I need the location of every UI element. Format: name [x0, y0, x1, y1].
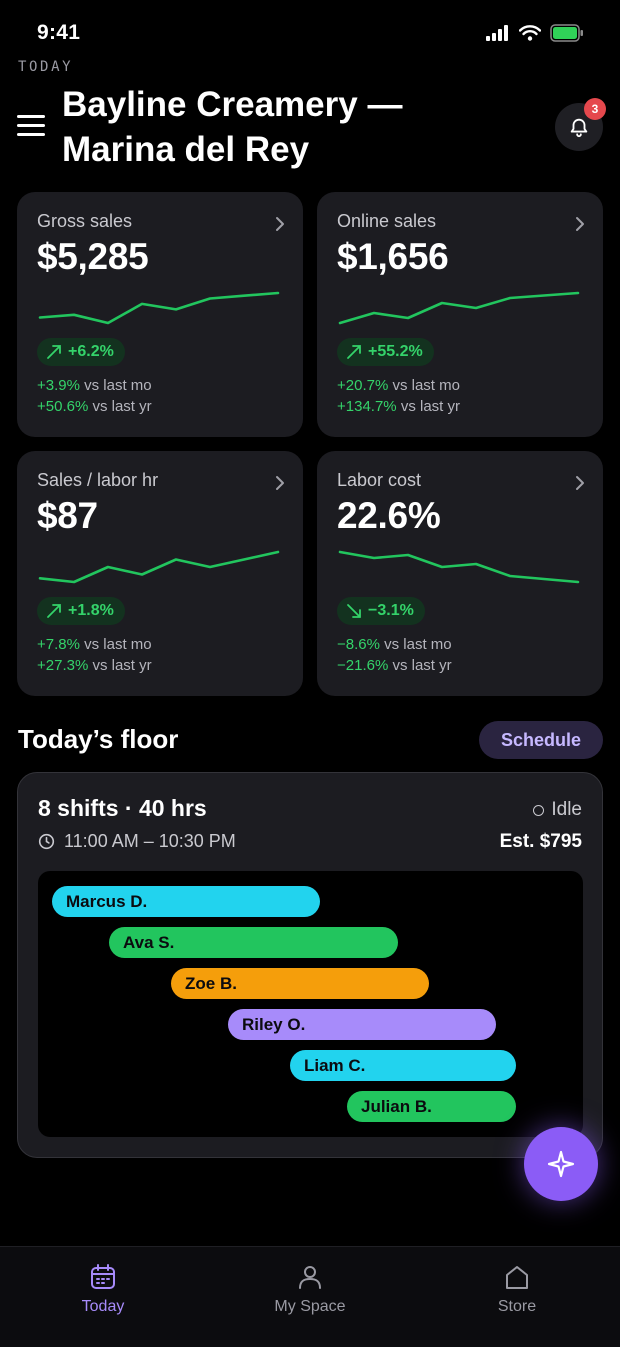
- tab-my-space[interactable]: My Space: [240, 1263, 380, 1316]
- chevron-right-icon: [576, 217, 584, 231]
- shift-timeline: Marcus D. Ava S. Zoe B. Riley O. Liam C.…: [38, 871, 583, 1137]
- metric-value: $87: [37, 495, 98, 536]
- trend-up-icon: [47, 345, 61, 359]
- change-pill: +55.2%: [337, 338, 434, 366]
- change-value: +6.2%: [68, 343, 114, 360]
- hours-text: 11:00 AM – 10:30 PM: [64, 831, 236, 851]
- shift-bar[interactable]: Marcus D.: [52, 886, 320, 917]
- metric-card-labor-cost[interactable]: Labor cost 22.6% −3.1% −8.6% vs last mo …: [317, 451, 603, 696]
- metric-card-online-sales[interactable]: Online sales $1,656 +55.2% +20.7% vs las…: [317, 192, 603, 437]
- sparkle-icon: [547, 1150, 575, 1178]
- change-value: +55.2%: [368, 343, 423, 360]
- vs-last-month: +3.9% vs last mo: [37, 377, 152, 394]
- metric-title: Online sales: [337, 211, 437, 231]
- signal-icon: [486, 25, 508, 41]
- vs-last-month: −8.6% vs last mo: [337, 636, 452, 653]
- change-pill: +1.8%: [37, 597, 125, 625]
- vs-last-month: +20.7% vs last mo: [337, 377, 460, 394]
- shift-bar[interactable]: Zoe B.: [171, 968, 429, 999]
- vs-last-year: +50.6% vs last yr: [37, 398, 152, 415]
- metric-value: $5,285: [37, 236, 149, 277]
- date-eyebrow: TODAY: [18, 59, 74, 75]
- chevron-right-icon: [276, 476, 284, 490]
- section-title-floor: Today’s floor: [18, 724, 179, 754]
- metric-card-gross-sales[interactable]: Gross sales $5,285 +6.2% +3.9% vs last m…: [17, 192, 303, 437]
- assistant-fab[interactable]: [524, 1127, 598, 1201]
- vs-last-year: +27.3% vs last yr: [37, 657, 152, 674]
- home-icon: [506, 1266, 528, 1289]
- operating-hours: 11:00 AM – 10:30 PM: [38, 831, 236, 852]
- status-text: Idle: [551, 799, 582, 820]
- sparkline: [338, 291, 580, 325]
- wifi-icon: [519, 25, 541, 41]
- vs-last-month: +7.8% vs last mo: [37, 636, 152, 653]
- vs-last-year: +134.7% vs last yr: [337, 398, 460, 415]
- schedule-button[interactable]: Schedule: [479, 721, 603, 759]
- tab-label: Store: [497, 1298, 537, 1315]
- bell-icon: [570, 118, 588, 138]
- vs-last-year: −21.6% vs last yr: [337, 657, 452, 674]
- notification-badge: 3: [584, 98, 606, 120]
- floor-card[interactable]: 8 shifts · 40 hrs 11:00 AM – 10:30 PM Id…: [17, 772, 603, 1158]
- tab-store[interactable]: Store: [447, 1263, 587, 1316]
- change-pill: +6.2%: [37, 338, 125, 366]
- menu-icon: [17, 115, 45, 118]
- shift-bar[interactable]: Liam C.: [290, 1050, 516, 1081]
- status-dot-icon: [533, 804, 545, 816]
- metric-value: 22.6%: [337, 495, 441, 536]
- shift-bar[interactable]: Ava S.: [109, 927, 398, 958]
- person-icon: [299, 1266, 321, 1289]
- metric-title: Gross sales: [37, 211, 133, 231]
- change-value: +1.8%: [68, 602, 114, 619]
- trend-down-icon: [347, 604, 361, 618]
- tab-bar: Today My Space Store: [0, 1246, 620, 1347]
- battery-icon: [550, 24, 583, 42]
- trend-up-icon: [347, 345, 361, 359]
- labor-estimate: Est. $795: [499, 831, 582, 852]
- metric-title: Sales / labor hr: [37, 470, 159, 490]
- status-bar: 9:41: [0, 0, 620, 64]
- menu-button[interactable]: [17, 115, 45, 137]
- shift-bar[interactable]: Julian B.: [347, 1091, 516, 1122]
- sparkline: [38, 291, 280, 325]
- chevron-right-icon: [276, 217, 284, 231]
- metric-card-sales-per-labor-hr[interactable]: Sales / labor hr $87 +1.8% +7.8% vs last…: [17, 451, 303, 696]
- sparkline: [338, 550, 580, 584]
- metric-value: $1,656: [337, 236, 449, 277]
- sparkline: [38, 550, 280, 584]
- change-value: −3.1%: [368, 602, 414, 619]
- shift-bar[interactable]: Riley O.: [228, 1009, 496, 1040]
- tab-label: My Space: [274, 1298, 346, 1315]
- status-time: 9:41: [37, 21, 81, 44]
- chevron-right-icon: [576, 476, 584, 490]
- floor-status: Idle: [533, 799, 582, 821]
- calendar-icon: [91, 1264, 115, 1289]
- tab-label: Today: [81, 1298, 125, 1315]
- metric-title: Labor cost: [337, 470, 422, 490]
- status-icons: [486, 24, 584, 42]
- trend-up-icon: [47, 604, 61, 618]
- tab-today[interactable]: Today: [33, 1263, 173, 1316]
- clock-icon: [38, 833, 55, 850]
- shift-summary: 8 shifts · 40 hrs: [38, 795, 207, 821]
- change-pill: −3.1%: [337, 597, 425, 625]
- page-title: Bayline Creamery — Marina del Rey: [62, 85, 403, 169]
